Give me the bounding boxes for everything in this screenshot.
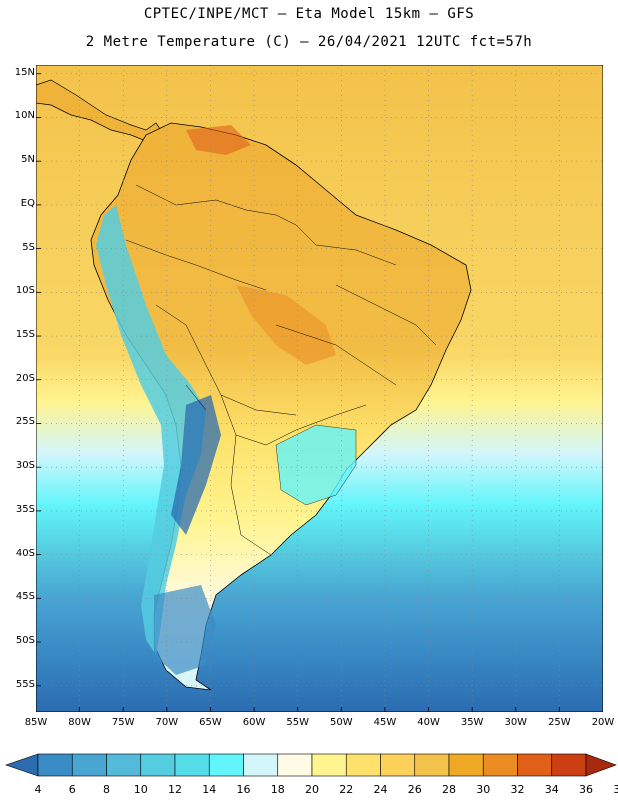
colorbar-swatch [482,753,518,777]
colorbar-swatch [71,753,107,777]
lat-label: 15S [15,329,35,341]
colorbar-swatch [277,753,313,777]
south-brazil-cool-patch [275,424,357,506]
colorbar-swatch [448,753,484,777]
colorbar-swatch [380,753,416,777]
colorbar-label: 26 [408,783,422,796]
lat-label: 40S [15,547,35,559]
colorbar-swatch [414,753,450,777]
colorbar-label: 36 [579,783,593,796]
lat-label: 55S [15,678,35,690]
lat-label: 25S [15,416,35,428]
colorbar-label: 22 [339,783,353,796]
lat-label: 50S [15,635,35,647]
patagonia-cool-patch [154,585,216,675]
lon-label: 35W [460,717,484,728]
colorbar-label: 34 [545,783,559,796]
lat-label: 20S [15,372,35,384]
hot-interior-patch [236,285,336,365]
colorbar-label: 18 [271,783,285,796]
andes-cold-strip [96,205,206,655]
axis-ticks [35,73,604,712]
colorbar-label: 30 [476,783,490,796]
lon-label: 85W [24,717,48,728]
lat-label: 5S [22,241,35,253]
colorbar-high-arrow [585,753,617,777]
temperature-map [35,64,604,713]
map-frame [35,64,604,713]
colorbar-label: 4 [35,783,42,796]
lon-label: 60W [242,717,266,728]
colorbar-swatch [174,753,210,777]
lat-label: 35S [15,503,35,515]
lon-label: 25W [548,717,571,728]
colorbar-label: 10 [134,783,148,796]
colorbar-swatch [345,753,381,777]
lat-label: EQ [20,197,35,209]
colorbar-label: 28 [442,783,456,796]
lat-label: 15N [14,66,35,78]
colorbar-swatch [106,753,142,777]
lat-label: 45S [15,591,35,603]
colorbar-swatch [551,753,587,777]
lon-label: 65W [199,717,222,728]
andes-coldest-patch [171,395,221,535]
chart-title-line2: 2 Metre Temperature (C) – 26/04/2021 12U… [85,34,533,50]
lat-label: 30S [15,460,35,472]
colorbar-swatch [311,753,347,777]
country-borders [125,184,437,556]
color-scale: 4 6 8 10 12 14 16 18 20 22 24 26 28 30 32 34 36 38 [5,753,618,796]
colorbar-label: 38 [613,783,618,796]
colorbar-low-arrow [5,753,39,777]
lat-label: 10N [14,110,35,122]
colorbar-swatch [140,753,176,777]
colorbar-swatch [208,753,244,777]
colorbar-label: 32 [511,783,525,796]
colorbar-label: 14 [202,783,216,796]
lat-label: 5N [21,154,35,166]
colorbar-swatch [37,753,73,777]
lon-label: 50W [329,717,353,728]
lon-label: 70W [155,717,179,728]
lon-label: 20W [591,717,615,728]
colorbar-label: 20 [305,783,319,796]
colorbar-label: 8 [103,783,110,796]
colorbar-swatch [517,753,553,777]
colorbar-label: 6 [69,783,76,796]
lon-label: 45W [373,717,397,728]
colorbar-swatch [243,753,279,777]
lon-label: 30W [504,717,528,728]
chart-title-line1: CPTEC/INPE/MCT – Eta Model 15km – GFS [143,6,475,22]
lon-label: 75W [111,717,135,728]
lon-label: 80W [68,717,91,728]
colorbar-label: 24 [374,783,388,796]
colorbar-label: 16 [237,783,251,796]
lon-label: 40W [417,717,440,728]
colorbar-label: 12 [168,783,182,796]
lat-label: 10S [15,285,35,297]
lon-label: 55W [286,717,309,728]
hot-north-patch [186,125,251,155]
